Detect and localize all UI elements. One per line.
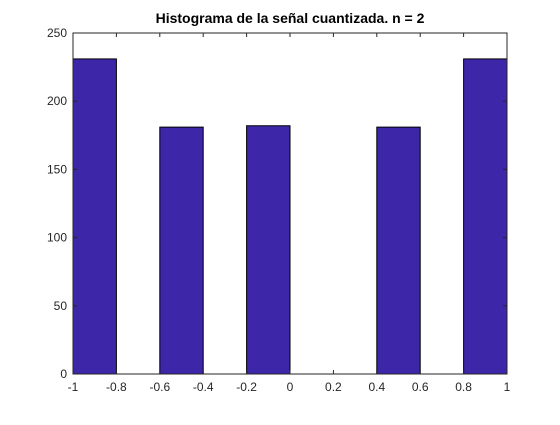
y-tick-label: 200 (47, 94, 67, 108)
x-tick-label: 1 (504, 380, 511, 394)
y-tick-label: 150 (47, 162, 67, 176)
histogram-bar-2 (159, 126, 204, 375)
histogram-bar-9 (463, 58, 508, 375)
x-tick-label: 0.8 (455, 380, 472, 394)
bars-group (72, 58, 508, 375)
histogram-bar-4 (246, 125, 291, 375)
histogram-bar-7 (376, 126, 421, 375)
y-tick-label: 50 (54, 299, 68, 313)
x-tick-label: 0.4 (368, 380, 385, 394)
y-tick-label: 100 (47, 231, 67, 245)
x-tick-label: 0 (287, 380, 294, 394)
x-tick-label: -0.4 (193, 380, 214, 394)
x-tick-label: -0.8 (106, 380, 127, 394)
x-tick-label: 0.2 (325, 380, 342, 394)
x-tick-label: -0.6 (149, 380, 170, 394)
chart-title: Histograma de la señal cuantizada. n = 2 (156, 10, 425, 26)
histogram-bar-0 (72, 58, 117, 375)
x-tick-label: -1 (68, 380, 79, 394)
ticks-group: -1 -0.8 -0.6 -0.4 -0.2 0 0.2 0.4 0.6 0.8 1 0 50 100 15… (47, 26, 511, 394)
x-tick-label: -0.2 (236, 380, 257, 394)
x-tick-label: 0.6 (412, 380, 429, 394)
y-tick-label: 250 (47, 26, 67, 40)
y-tick-label: 0 (60, 367, 67, 381)
